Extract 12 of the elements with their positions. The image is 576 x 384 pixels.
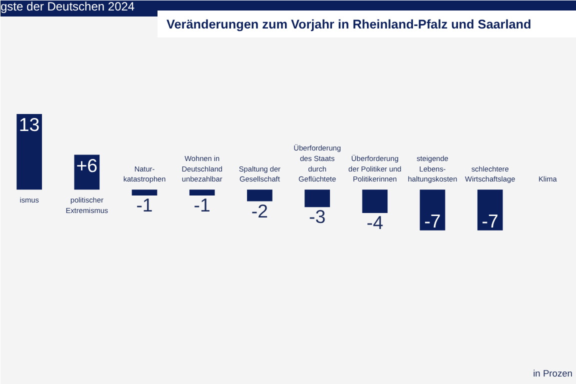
data-label: -1 [194, 194, 210, 216]
data-label: -1 [136, 194, 153, 216]
data-label: -7 [482, 210, 498, 232]
data-label: -7 [424, 210, 441, 232]
data-label: -2 [251, 200, 268, 222]
data-label: -4 [366, 212, 384, 233]
data-label: 13 [18, 114, 40, 136]
chart-subtitle: gste der Deutschen 2024 [0, 0, 135, 14]
chart-title: Veränderungen zum Vorjahr in Rheinland-Pfalz und Saarland [166, 18, 532, 32]
data-label: -3 [309, 206, 326, 228]
text: in Prozen [533, 368, 573, 378]
data-label: +6 [76, 154, 98, 176]
